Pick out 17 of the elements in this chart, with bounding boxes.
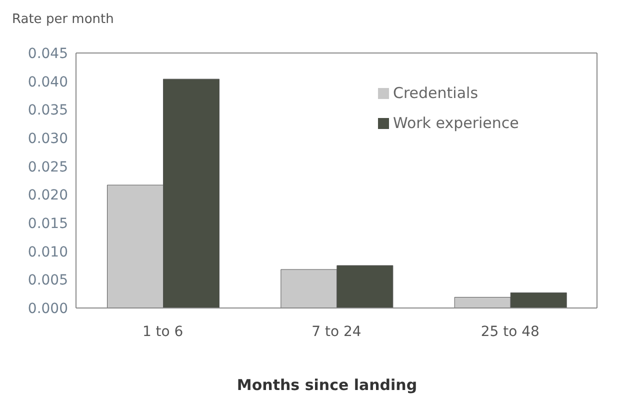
legend-label: Credentials xyxy=(393,84,478,102)
y-tick-label: 0.020 xyxy=(28,188,68,204)
y-tick-label: 0.030 xyxy=(28,130,68,147)
y-tick-label: 0.035 xyxy=(28,102,68,119)
y-axis-title: Rate per month xyxy=(12,12,114,27)
y-tick-label: 0.045 xyxy=(28,46,68,62)
x-tick-label: 7 to 24 xyxy=(312,324,362,340)
y-tick-label: 0.005 xyxy=(28,272,68,289)
y-tick-label: 0.000 xyxy=(28,300,68,317)
x-tick-label: 1 to 6 xyxy=(142,324,184,340)
legend-label: Work experience xyxy=(393,114,519,132)
y-tick-label: 0.010 xyxy=(28,244,68,260)
y-tick-label: 0.040 xyxy=(28,74,68,90)
x-axis-title: Months since landing xyxy=(236,376,418,394)
y-tick-label: 0.015 xyxy=(28,216,68,232)
y-tick-label: 0.025 xyxy=(28,159,68,176)
x-tick-label: 25 to 48 xyxy=(480,324,540,340)
